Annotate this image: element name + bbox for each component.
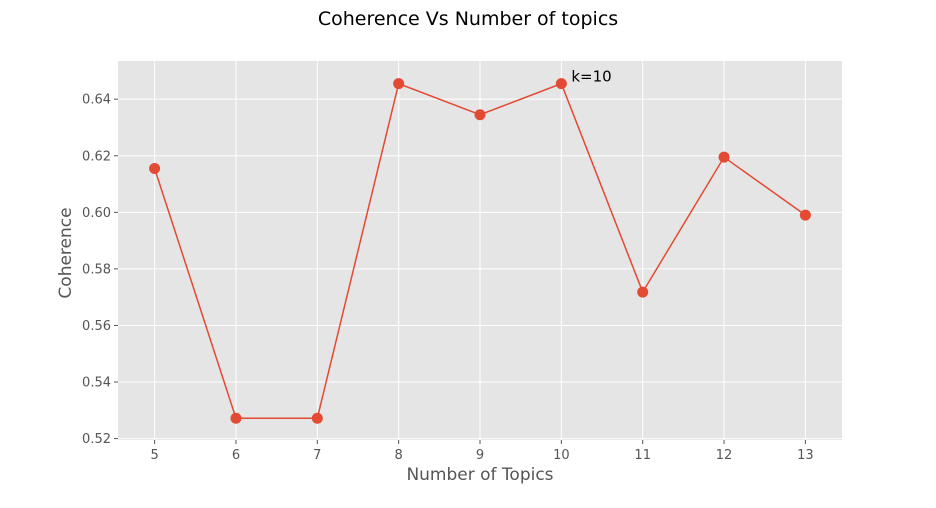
x-tick-label: 13 (797, 448, 814, 463)
data-points (149, 78, 811, 424)
x-tick-label: 12 (716, 448, 733, 463)
y-tick-label: 0.52 (82, 432, 111, 447)
x-tick-label: 5 (150, 448, 158, 463)
x-tick-label: 11 (634, 448, 651, 463)
data-point (799, 209, 811, 221)
data-point (149, 162, 161, 174)
y-tick-label: 0.62 (82, 149, 111, 164)
x-tick-label: 10 (553, 448, 570, 463)
y-tick-label: 0.64 (82, 93, 111, 108)
y-tick-label: 0.58 (82, 262, 111, 277)
x-axis-label: Number of Topics (406, 465, 553, 485)
data-point (393, 78, 405, 90)
x-tick-label: 9 (476, 448, 484, 463)
data-point (311, 412, 323, 424)
x-tick-label: 6 (232, 448, 240, 463)
x-tick-label: 7 (313, 448, 321, 463)
data-point (637, 286, 649, 298)
chart-title: Coherence Vs Number of topics (318, 8, 618, 30)
x-axis-ticks: 5 6 7 8 9 10 11 12 13 (150, 440, 814, 463)
x-tick-label: 8 (395, 448, 403, 463)
annotation-k10: k=10 (571, 68, 611, 86)
grid-lines (118, 61, 842, 440)
y-tick-label: 0.60 (82, 206, 111, 221)
data-point (474, 109, 486, 121)
y-axis-ticks: 0.52 0.54 0.56 0.58 0.60 0.62 0.64 (82, 93, 118, 447)
data-point (555, 78, 567, 90)
y-axis-label: Coherence (56, 207, 76, 298)
data-point (718, 151, 730, 163)
y-tick-label: 0.56 (82, 319, 111, 334)
data-point (230, 412, 242, 424)
y-tick-label: 0.54 (82, 376, 111, 391)
